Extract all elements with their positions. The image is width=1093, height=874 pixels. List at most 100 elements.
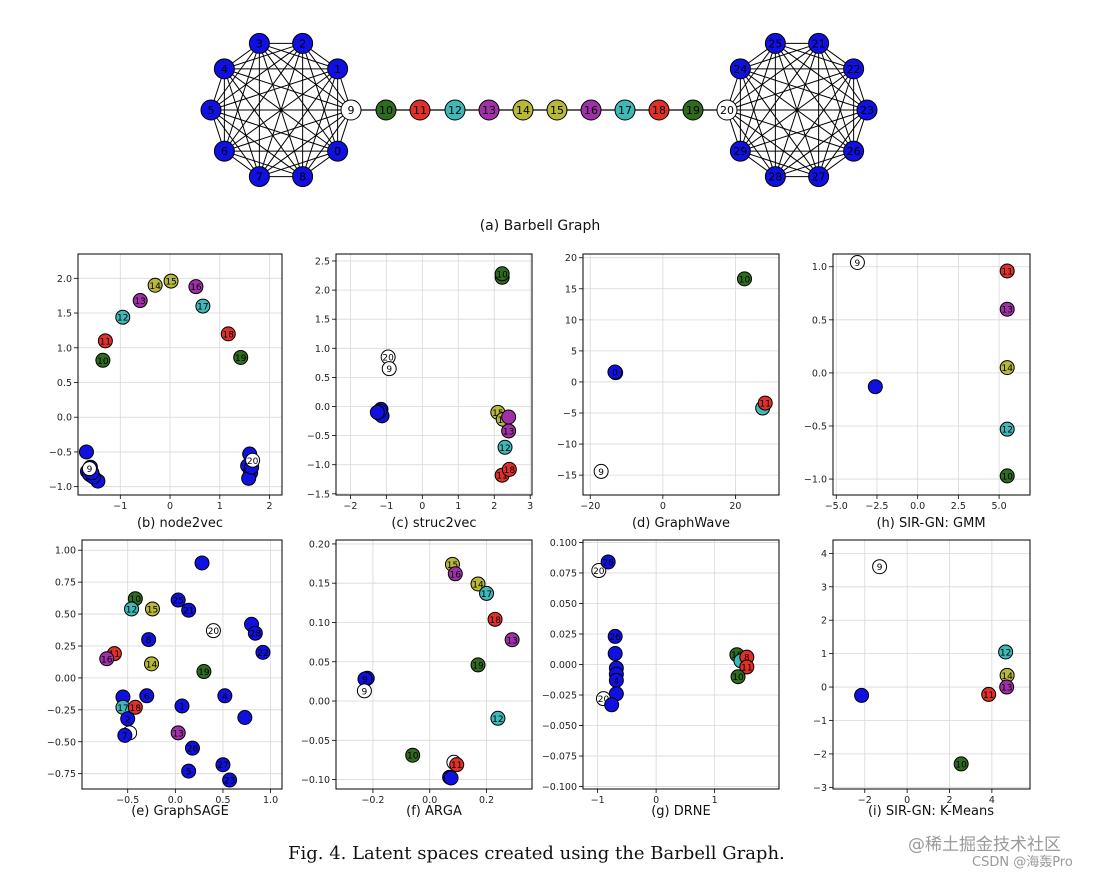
node-path-12-label: 12 (448, 104, 462, 117)
panel-graphwave: −20 0 20 −15 −10 −5 0 5 10 15 20 0 10 9 11 (557, 253, 780, 512)
point-10 (95, 352, 111, 368)
node-right-29-label: 29 (733, 145, 747, 158)
tick-label-y: −3 (813, 783, 827, 794)
tick-label-y: 0.5 (315, 373, 330, 384)
tick-label-y: 0.10 (309, 618, 330, 629)
tick-label-y: 2 (821, 616, 827, 627)
tick-label-y: 1.5 (315, 315, 330, 326)
point-label: 9 (386, 365, 392, 375)
tick-label-y: 3 (821, 582, 827, 593)
tick-label-x: 0 (419, 501, 425, 512)
grid (583, 254, 779, 495)
plot-frame (832, 539, 1031, 790)
node-right-25 (764, 32, 786, 54)
point-16 (447, 566, 463, 582)
node-left-4-label: 4 (221, 63, 228, 76)
point-12 (999, 421, 1015, 437)
point-19 (233, 349, 249, 365)
graph-edge (210, 43, 260, 111)
node-left-7-label: 7 (256, 171, 263, 184)
point-label: 10 (732, 673, 744, 683)
point-20 (205, 623, 221, 639)
grid (336, 254, 532, 495)
point-label: 9 (877, 563, 883, 573)
tick-label-y: 0.050 (550, 599, 577, 610)
graph-edge (818, 68, 855, 177)
tick-label-y: 0 (571, 377, 577, 388)
graph-edge (739, 43, 820, 152)
point-18 (220, 326, 236, 342)
point-7 (117, 727, 133, 743)
tick-label-x: −2 (343, 501, 357, 512)
point-label: 10 (130, 595, 142, 605)
point-9 (849, 254, 865, 270)
tick-label-y: −0.050 (542, 721, 577, 732)
point-5 (181, 763, 197, 779)
point-label: 11 (109, 650, 120, 660)
point-label: 11 (451, 761, 462, 771)
point-4 (217, 688, 233, 704)
caption-struc2vec: (c) struc2vec (391, 516, 477, 531)
point-label: 15 (492, 409, 503, 419)
tick-label-y: −1.0 (307, 460, 330, 471)
point-13 (999, 679, 1015, 695)
point-label: 9 (362, 676, 368, 686)
node-path-14 (512, 99, 534, 121)
tick-label-x: −1 (113, 501, 127, 512)
graph-edges (210, 42, 868, 178)
point-label: 20 (593, 567, 605, 577)
tick-label-y: 2.0 (57, 274, 72, 285)
point-11 (97, 333, 113, 349)
caption-drne: (g) DRNE (651, 804, 711, 819)
plot-frame (582, 253, 780, 496)
tick-label-x: 1.0 (263, 795, 278, 806)
point-13 (170, 725, 186, 741)
point-19 (470, 657, 486, 673)
point-label: 16 (190, 283, 202, 293)
point-15 (144, 601, 160, 617)
graph-edge (739, 43, 776, 152)
point-12 (998, 644, 1014, 660)
point-label: 11 (100, 337, 111, 347)
point-label: 12 (492, 715, 503, 725)
point-node (78, 444, 94, 460)
point-label: 10 (97, 357, 109, 367)
point-18 (487, 611, 503, 627)
point-12 (124, 601, 140, 617)
point-label: 6 (144, 692, 150, 702)
point-node (607, 646, 623, 662)
tick-label-y: 0.50 (55, 610, 76, 621)
tick-label-y: 5 (571, 346, 577, 357)
node-left-6-label: 6 (221, 145, 228, 158)
point-label: 25 (172, 597, 183, 607)
point-16 (188, 279, 204, 295)
node-left-3 (248, 32, 270, 54)
tick-label-x: 0 (904, 795, 910, 806)
point-label: 1 (179, 703, 185, 713)
node-right-23 (856, 99, 878, 121)
point-label: 12 (499, 444, 510, 454)
tick-label-x: 4 (989, 795, 995, 806)
point-17 (195, 298, 211, 314)
tick-label-y: −0.75 (47, 769, 76, 780)
point-label: 26 (609, 633, 621, 643)
plot-frame (582, 539, 780, 790)
tick-label-y: 0.20 (309, 539, 330, 550)
tick-label-x: 2 (491, 501, 497, 512)
node-left-7 (248, 166, 270, 188)
tick-label-x: −0.2 (361, 795, 384, 806)
point-17 (479, 585, 495, 601)
point-label: 10 (739, 275, 751, 285)
graph-edge (210, 43, 303, 111)
node-left-2 (292, 32, 314, 54)
node-right-25-label: 25 (768, 37, 782, 50)
tick-label-x: 2 (946, 795, 952, 806)
point-label: 5 (186, 768, 192, 778)
tick-label-y: −1.0 (804, 475, 827, 486)
point-20 (591, 563, 607, 579)
point-label: 17 (197, 303, 208, 313)
point-10 (730, 669, 746, 685)
graph-edge (259, 42, 338, 70)
point-28 (600, 554, 616, 570)
